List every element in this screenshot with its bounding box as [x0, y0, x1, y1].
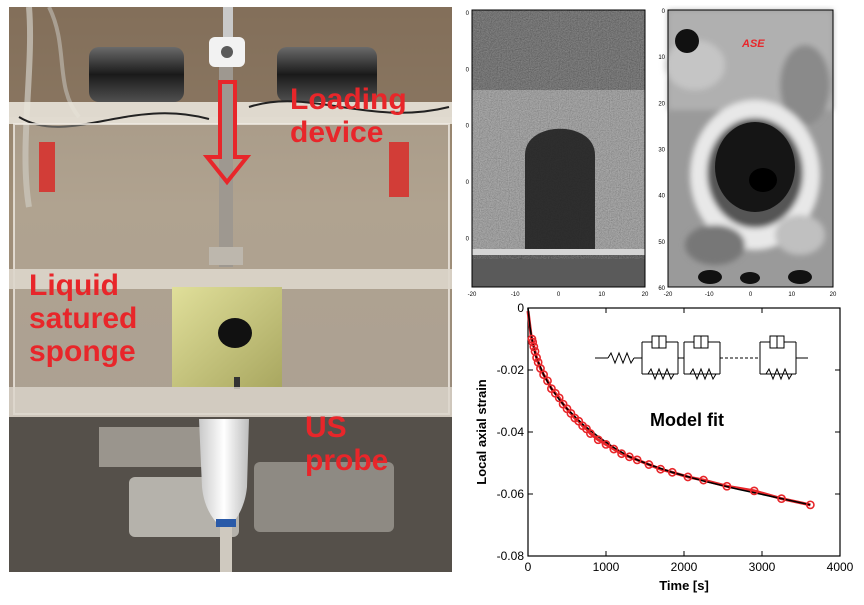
- ase-y-tick-label: 10: [658, 55, 665, 61]
- us-x-tick-label: 0: [557, 292, 561, 297]
- y-tick-label: -0.06: [497, 487, 525, 501]
- sponge-label: Liquid satured sponge: [29, 269, 138, 368]
- ase-x-tick-label: 0: [749, 292, 753, 297]
- us-y-tick-label: 0: [466, 67, 470, 73]
- x-tick-label: 3000: [749, 560, 776, 574]
- ase-x-tick-label: -20: [664, 292, 673, 297]
- y-tick-label: -0.04: [497, 425, 525, 439]
- rheological-model-diagram: [595, 335, 808, 381]
- measured-point: [805, 500, 815, 510]
- measured-point: [529, 342, 539, 352]
- measured-point: [722, 481, 732, 491]
- us-x-tick-label: -20: [468, 292, 477, 297]
- measured-point: [749, 486, 759, 496]
- y-tick-label: -0.02: [497, 363, 525, 377]
- ultrasound-image-panel: -20 -10 0 10 20 0 0 0 0 0: [455, 5, 655, 298]
- measured-point: [624, 452, 634, 462]
- y-tick-label: 0: [517, 301, 524, 315]
- measured-point: [667, 467, 677, 477]
- measured-point: [539, 370, 548, 380]
- y-tick-label: -0.08: [497, 549, 525, 563]
- measured-point: [543, 376, 552, 386]
- ase-x-tick-label: 20: [830, 292, 837, 297]
- ase-map-panel: ASE -20 -10 0 10 20 0 10 20 30 40 50 60: [655, 5, 847, 298]
- measured-point: [601, 439, 611, 449]
- x-axis-label: Time [s]: [659, 578, 709, 593]
- model-fit-chart-panel: 0 1000 2000 3000 4000 0 -0.02 -0.04 -0.06 -0.08: [460, 300, 864, 600]
- measured-point: [777, 494, 786, 504]
- ase-y-tick-label: 20: [658, 101, 665, 107]
- ase-y-tick-label: 0: [662, 9, 666, 15]
- us-y-tick-label: 0: [466, 236, 470, 242]
- model-fit-annotation: Model fit: [650, 410, 724, 430]
- measured-point: [528, 337, 538, 347]
- ase-x-tick-label: 10: [788, 292, 795, 297]
- measured-point: [554, 393, 564, 403]
- measured-point: [617, 449, 626, 459]
- ase-y-tick-label: 40: [658, 194, 665, 200]
- us-x-tick-label: 20: [642, 292, 649, 297]
- x-tick-label: 1000: [593, 560, 620, 574]
- x-tick-label: 2000: [671, 560, 698, 574]
- ultrasound-image: -20 -10 0 10 20 0 0 0 0 0: [466, 9, 649, 298]
- us-x-tick-label: -10: [511, 292, 520, 297]
- us-y-tick-label: 0: [466, 11, 470, 17]
- ase-y-tick-label: 50: [658, 240, 665, 246]
- measured-point: [585, 429, 595, 438]
- us-x-tick-label: 10: [598, 292, 605, 297]
- model-fit-chart: 0 1000 2000 3000 4000 0 -0.02 -0.04 -0.06 -0.08: [474, 301, 854, 593]
- x-tick-label: 0: [525, 560, 532, 574]
- setup-photo: Loading device Liquid satured sponge US …: [9, 7, 452, 572]
- x-tick-label: 4000: [827, 560, 854, 574]
- us-probe-label: US probe: [305, 411, 389, 477]
- ase-map: ASE -20 -10 0 10 20 0 10 20 30 40 50 60: [658, 9, 837, 298]
- measured-point: [593, 435, 603, 445]
- loading-device-label: Loading device: [290, 83, 407, 149]
- measured-point: [532, 353, 541, 362]
- ase-y-tick-label: 30: [658, 148, 665, 154]
- y-axis-label: Local axial strain: [474, 379, 489, 485]
- us-y-tick-label: 0: [466, 180, 470, 186]
- ase-badge: ASE: [741, 38, 765, 50]
- measured-point: [699, 475, 708, 485]
- measured-point: [644, 460, 654, 469]
- ase-y-tick-label: 60: [658, 286, 665, 292]
- ase-x-tick-label: -10: [705, 292, 714, 297]
- setup-photo-drawing: [9, 7, 452, 572]
- us-y-tick-label: 0: [466, 124, 470, 130]
- measured-point: [632, 455, 642, 465]
- measured-point: [683, 472, 693, 482]
- measured-point: [656, 464, 665, 474]
- measured-point: [609, 444, 619, 454]
